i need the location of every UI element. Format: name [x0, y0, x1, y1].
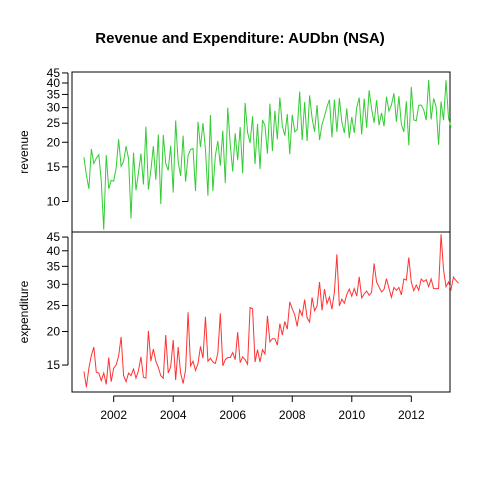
expenditure-y-tick-label: 45 — [47, 230, 61, 244]
revenue-y-tick-label: 40 — [47, 76, 61, 90]
expenditure-series-line — [83, 234, 459, 388]
revenue-y-tick-label: 15 — [47, 160, 61, 174]
expenditure-plot-frame — [71, 231, 451, 393]
expenditure-y-tick-label: 25 — [47, 299, 61, 313]
expenditure-y-tick-label: 35 — [47, 259, 61, 273]
x-tick-label: 2010 — [338, 408, 365, 422]
x-tick-label: 2006 — [219, 408, 246, 422]
expenditure-y-axis-label: expenditure — [17, 280, 31, 343]
expenditure-y-tick-label: 30 — [47, 277, 61, 291]
x-tick-label: 2004 — [160, 408, 187, 422]
x-tick-label: 2008 — [279, 408, 306, 422]
chart-title: Revenue and Expenditure: AUDbn (NSA) — [95, 30, 384, 47]
revenue-y-tick-label: 35 — [47, 87, 61, 101]
x-tick-label: 2012 — [398, 408, 425, 422]
x-axis: 2002 2004 2006 2008 2010 2012 — [100, 395, 425, 422]
revenue-y-axis-label: revenue — [17, 130, 31, 174]
revenue-y-tick-label: 30 — [47, 101, 61, 115]
expenditure-y-tick-label: 20 — [47, 325, 61, 339]
revenue-y-tick-label: 45 — [47, 66, 61, 80]
revenue-y-tick-label: 10 — [47, 195, 61, 209]
x-tick-label: 2002 — [100, 408, 127, 422]
revenue-y-tick-label: 25 — [47, 116, 61, 130]
revenue-y-tick-label: 20 — [47, 135, 61, 149]
revenue-series-line — [83, 79, 452, 230]
expenditure-y-tick-label: 15 — [47, 358, 61, 372]
expenditure-y-tick-label: 40 — [47, 244, 61, 258]
